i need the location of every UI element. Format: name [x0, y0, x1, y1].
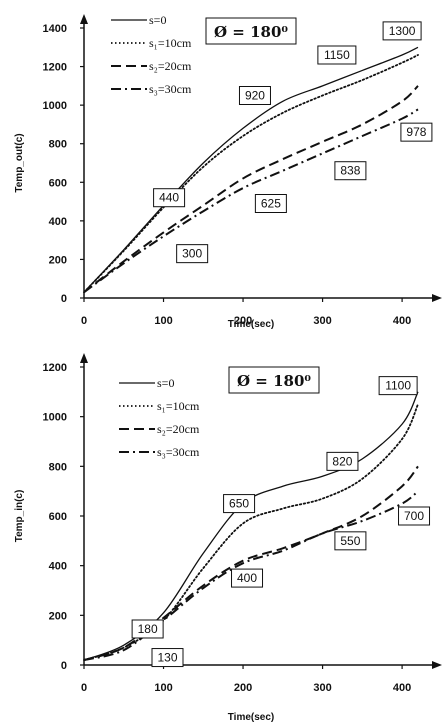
y-tick-label: 400 — [49, 216, 67, 228]
chart-bottom: 0 100 200 300 400 0 200 400 600 800 1000 1200 Time(s… — [14, 353, 442, 723]
title-box — [228, 366, 320, 394]
series-line-0 — [83, 46, 419, 293]
x-axis-arrow — [432, 661, 442, 669]
annotation-box — [382, 21, 422, 41]
x-tick-label: 200 — [234, 315, 252, 327]
annotation-box — [153, 188, 186, 208]
y-tick-label: 800 — [49, 461, 67, 473]
annotation-label: 650 — [229, 497, 249, 511]
annotation-box — [326, 451, 359, 471]
x-axis-label: Time(sec) — [228, 319, 275, 330]
annotation-box — [151, 648, 184, 668]
series-line-3 — [83, 108, 419, 294]
x-tick-label: 100 — [154, 682, 172, 694]
annotation-box — [398, 506, 431, 526]
annotation-label: 978 — [406, 125, 426, 139]
annotation-box — [317, 45, 357, 65]
y-tick-label: 200 — [49, 610, 67, 622]
annotation-label: 550 — [340, 534, 360, 548]
annotation-label: 838 — [340, 164, 360, 178]
annotation-label: 180 — [138, 622, 158, 636]
x-tick-label: 300 — [313, 315, 331, 327]
annotation-box — [176, 244, 209, 264]
annotation-box — [378, 376, 418, 396]
y-tick-label: 1200 — [43, 362, 67, 374]
annotation-box — [131, 619, 164, 639]
y-tick-label: 1400 — [43, 23, 67, 35]
annotation-label: 700 — [404, 509, 424, 523]
x-tick-label: 300 — [313, 682, 331, 694]
annotation-label: 1150 — [324, 48, 350, 62]
annotation-box — [223, 494, 256, 514]
legend-label: s₂=20cm — [149, 59, 192, 73]
x-axis-arrow — [432, 294, 442, 302]
chart-title: Ø = 180⁰ — [214, 23, 288, 41]
annotation-box — [334, 531, 367, 551]
y-axis-arrow — [80, 353, 88, 363]
x-tick-label: 200 — [234, 682, 252, 694]
legend-label: s=0 — [149, 13, 166, 27]
legend-label: s=0 — [157, 376, 174, 390]
legend-label: s₃=30cm — [149, 82, 192, 96]
annotation-label: 920 — [245, 89, 265, 103]
y-tick-label: 800 — [49, 139, 67, 151]
annotation-label: 625 — [261, 197, 281, 211]
legend-label: s₁=10cm — [149, 36, 192, 50]
legend-label: s₃=30cm — [157, 445, 200, 459]
y-axis-arrow — [80, 14, 88, 24]
x-axis-label: Time(sec) — [228, 712, 275, 723]
y-tick-label: 400 — [49, 561, 67, 573]
y-axis-label: Temp_out(c) — [14, 133, 25, 192]
annotation-box — [231, 568, 264, 588]
series-line-2 — [83, 85, 419, 294]
annotation-label: 400 — [237, 571, 257, 585]
y-axis-label: Temp_in(c) — [14, 490, 25, 543]
y-tick-label: 1000 — [43, 412, 67, 424]
annotation-box — [334, 161, 367, 181]
annotation-box — [400, 122, 433, 142]
legend-label: s₂=20cm — [157, 422, 200, 436]
y-tick-label: 1200 — [43, 62, 67, 74]
y-tick-label: 200 — [49, 254, 67, 266]
annotation-box — [238, 86, 271, 105]
y-tick-label: 600 — [49, 177, 67, 189]
x-tick-label: 400 — [393, 682, 411, 694]
chart-top: 0 100 200 300 400 0 200 400 600 800 1000 1200 1400 Ti… — [14, 13, 442, 330]
annotation-box — [254, 194, 287, 213]
title-box — [205, 17, 297, 45]
annotation-label: 1100 — [385, 379, 411, 393]
annotation-label: 440 — [159, 191, 179, 205]
y-tick-label: 0 — [61, 660, 67, 672]
annotation-label: 130 — [157, 651, 177, 665]
y-tick-label: 600 — [49, 511, 67, 523]
chart-title: Ø = 180⁰ — [237, 372, 311, 390]
x-tick-label: 0 — [81, 682, 87, 694]
annotation-label: 1300 — [389, 24, 416, 38]
x-tick-label: 0 — [81, 315, 87, 327]
x-tick-label: 100 — [154, 315, 172, 327]
x-tick-label: 400 — [393, 315, 411, 327]
annotation-label: 820 — [332, 454, 352, 468]
legend-label: s₁=10cm — [157, 399, 200, 413]
y-tick-label: 1000 — [43, 100, 67, 112]
annotation-label: 300 — [182, 247, 202, 261]
y-tick-label: 0 — [61, 293, 67, 305]
